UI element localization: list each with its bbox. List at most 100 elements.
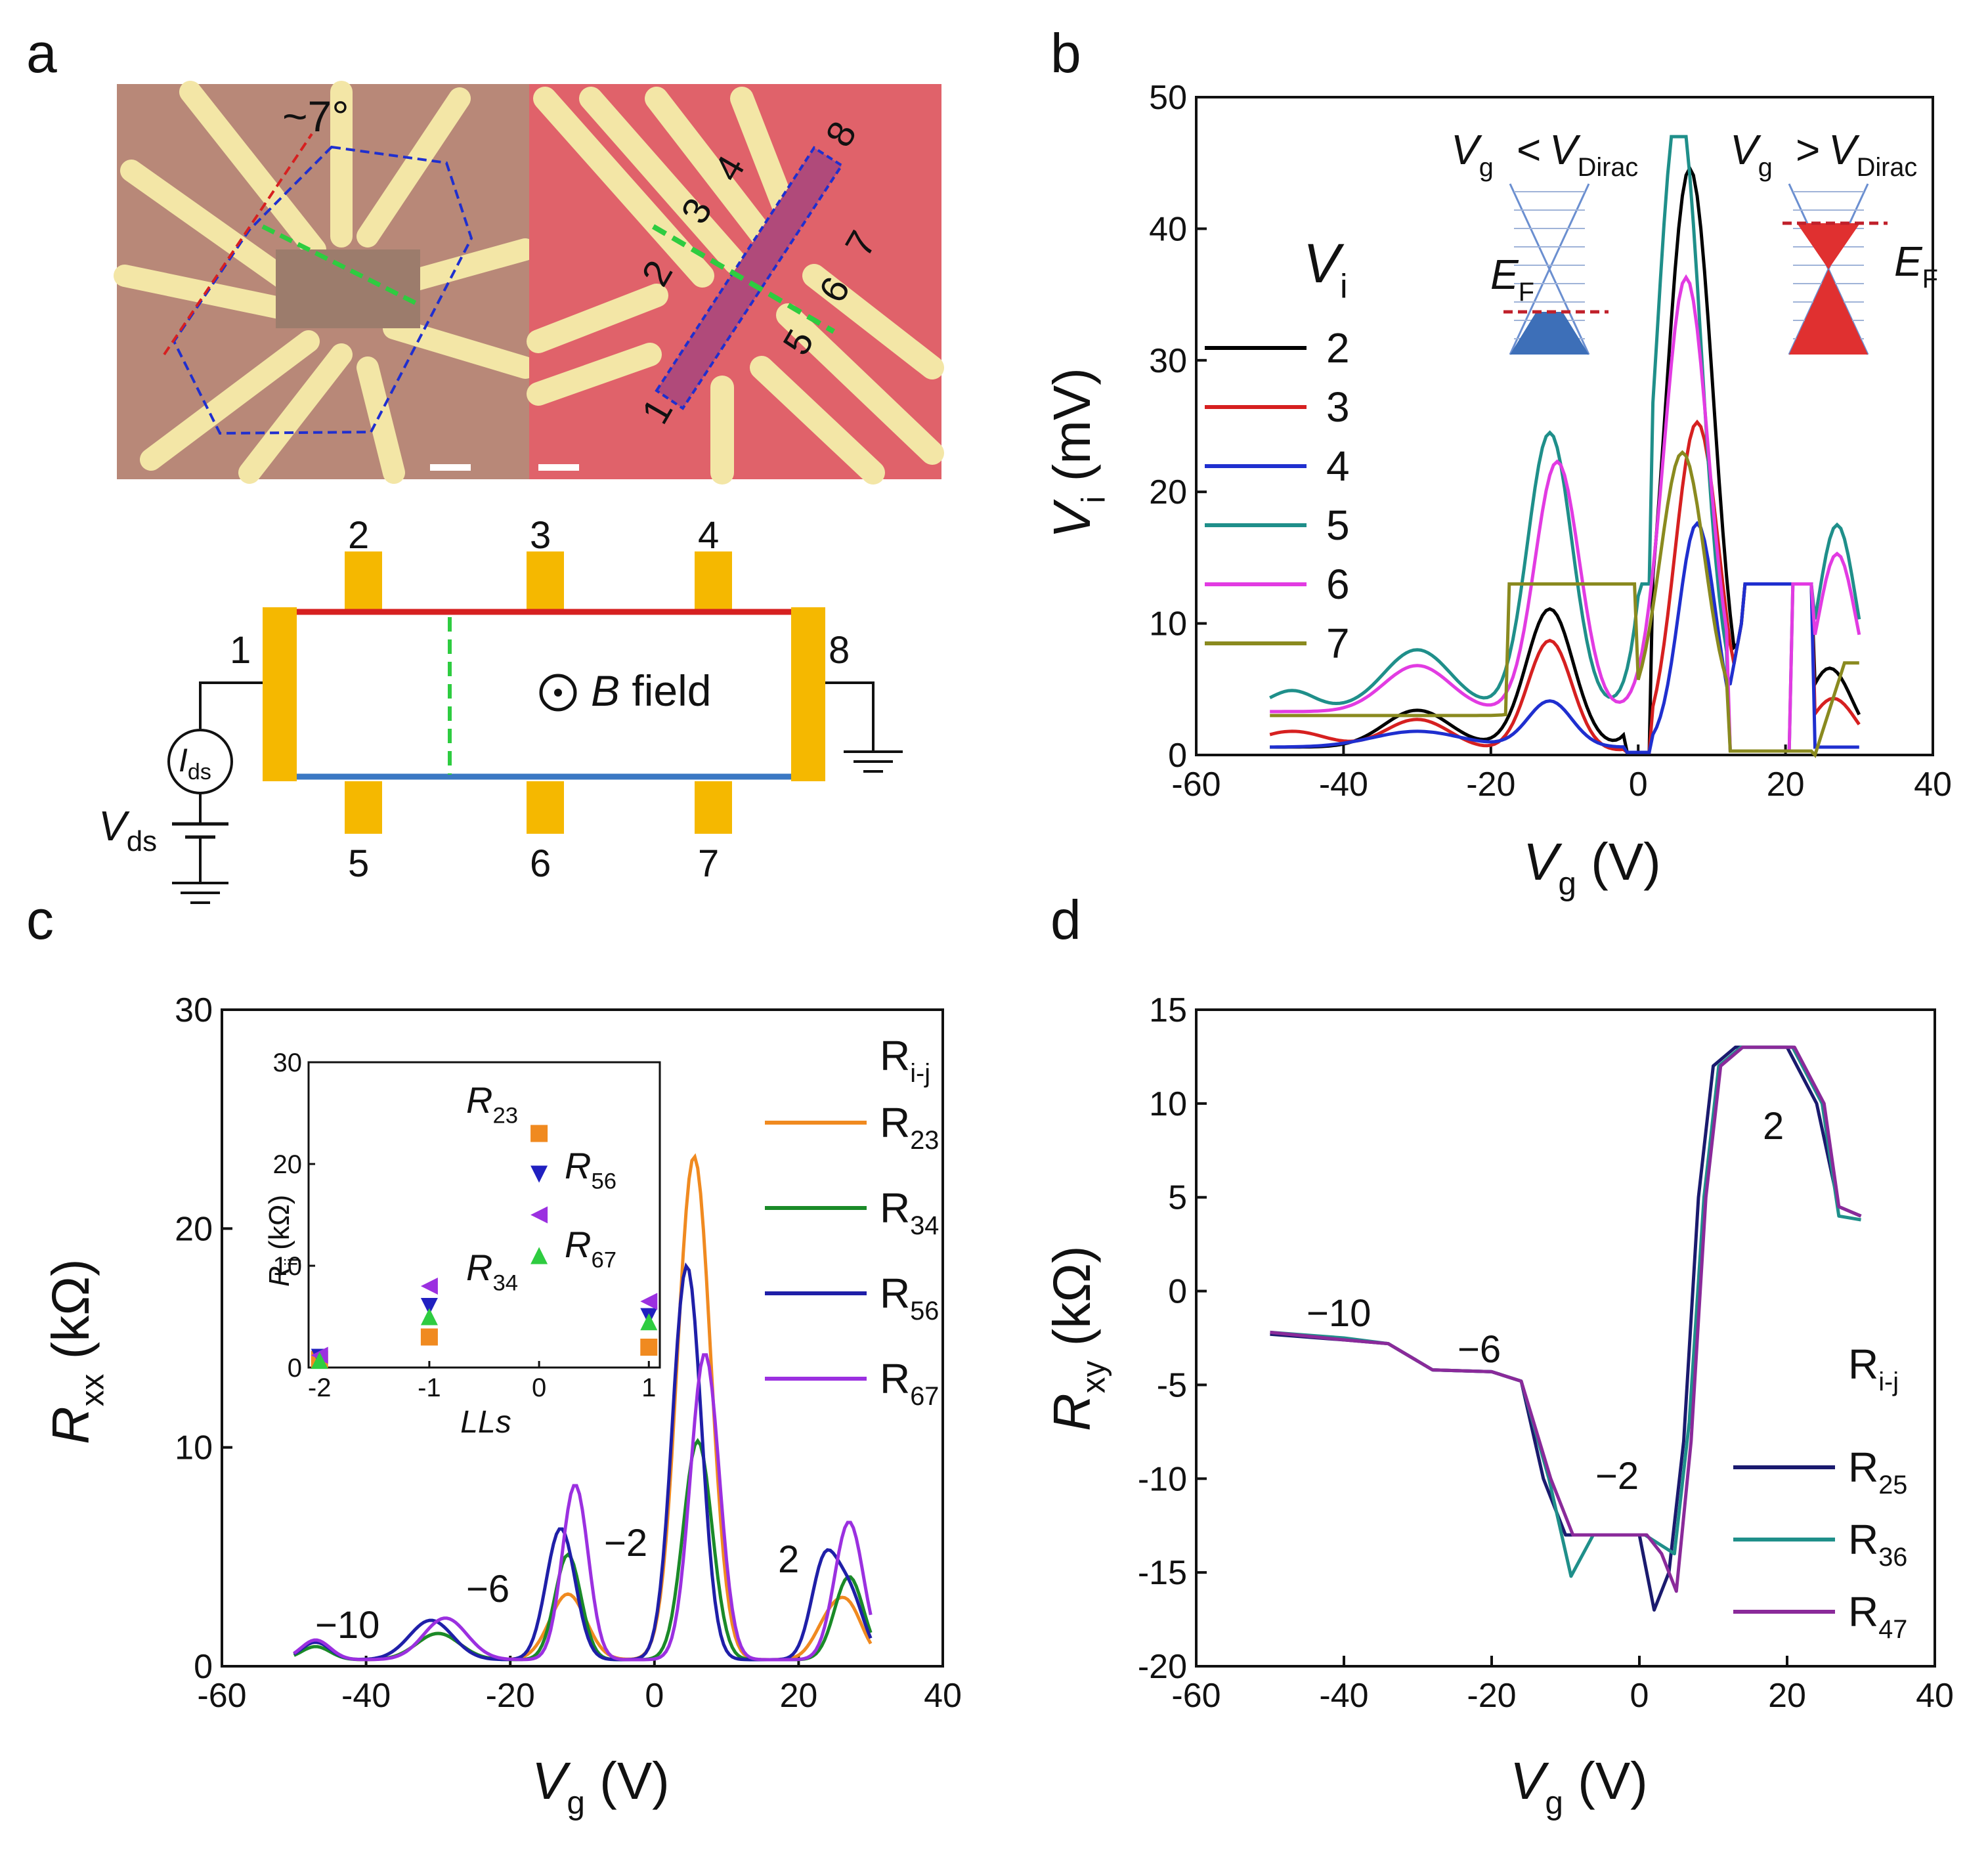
current-label: Ids <box>179 742 211 785</box>
ground-icon <box>172 882 228 904</box>
b-field-icon <box>539 674 577 712</box>
contact-1 <box>263 607 297 781</box>
contact-3 <box>527 551 564 611</box>
y-tick-label: -20 <box>1138 1648 1187 1686</box>
inset-x-tick-label: -2 <box>308 1373 332 1402</box>
inset-point-34 <box>640 1313 658 1331</box>
legend-title: Vi <box>1303 232 1348 306</box>
fermi-label-sub: F <box>1922 265 1938 293</box>
x-tick-label: -40 <box>1319 765 1368 804</box>
inset-x-tick-label: -1 <box>418 1373 441 1402</box>
x-tick-label: -20 <box>1467 1677 1516 1715</box>
inset-series-label: R23 <box>466 1079 518 1129</box>
y-axis-label-main: R <box>41 1406 100 1444</box>
panel-b-label: b <box>1050 22 1081 84</box>
x-axis-label: Vg (V) <box>1523 832 1661 901</box>
series-line-7 <box>1270 450 1859 758</box>
inset-series-label-sub: 56 <box>591 1169 616 1194</box>
series-line-67 <box>293 1353 873 1662</box>
contact-label: 8 <box>829 629 850 672</box>
voltage-label: Vds <box>98 802 157 857</box>
legend-label-sub: 23 <box>910 1126 939 1155</box>
inset-dirac-main: V <box>1549 126 1581 173</box>
x-tick-label: 40 <box>1916 1677 1954 1715</box>
y-tick-label: 20 <box>175 1210 213 1248</box>
panel-d-label: d <box>1050 889 1081 951</box>
x-axis-label: Vg (V) <box>532 1752 670 1821</box>
inset-condition-main: V <box>1730 126 1761 173</box>
y-tick-label: 0 <box>1168 737 1187 775</box>
inset-series-label-sub: 34 <box>492 1271 518 1296</box>
legend-label: R23 <box>880 1099 939 1155</box>
inset-dirac: VDirac <box>1549 126 1638 182</box>
filling-factor-label: −10 <box>315 1604 379 1647</box>
legend-label-main: R <box>880 1099 910 1146</box>
inset-frame <box>307 1061 661 1369</box>
legend-label-sub: 56 <box>910 1297 939 1326</box>
legend-label-sub: 47 <box>1878 1615 1907 1644</box>
contact-label: 6 <box>530 842 551 885</box>
y-tick-label: 30 <box>175 991 213 1029</box>
chart-d: -60 -40 -20 0 20 40 -20 -15 -10 -5 0 5 10 15 Vg (V) Rxy… <box>1043 991 1954 1821</box>
x-tick-label: 40 <box>1914 765 1952 804</box>
legend-label-sub: 25 <box>1878 1471 1907 1499</box>
y-tick-label: 10 <box>1149 605 1187 643</box>
plot-frame <box>1195 1008 1936 1668</box>
plot-frame <box>1195 96 1934 756</box>
legend-label-main: R <box>880 1184 910 1232</box>
x-axis-label-unit: (V) <box>1576 832 1661 891</box>
inset-y-tick-label: 10 <box>273 1252 303 1281</box>
contact-label: 3 <box>530 514 551 557</box>
inset-y-label-unit: (kΩ) <box>263 1195 295 1258</box>
legend-title: Ri-j <box>880 1032 930 1088</box>
contact-label: 4 <box>698 514 719 557</box>
inset-y-label: Rij (kΩ) <box>263 1195 301 1287</box>
filling-factor-label: −6 <box>466 1568 509 1610</box>
contact-label: 7 <box>698 842 719 885</box>
legend-label: R34 <box>880 1184 939 1240</box>
y-axis-label-unit: (mV) <box>1043 368 1101 496</box>
y-axis-label-unit: (kΩ) <box>1043 1245 1101 1360</box>
x-axis-label-main: V <box>1523 832 1563 891</box>
fermi-label: EF <box>1894 238 1938 293</box>
inset-point-67 <box>420 1278 438 1295</box>
y-tick-label: 50 <box>1149 79 1187 117</box>
filling-factor-label: −6 <box>1458 1328 1501 1371</box>
legend-label: R67 <box>880 1355 939 1411</box>
contact-5 <box>345 781 382 834</box>
legend-label-main: R <box>1848 1588 1878 1635</box>
inset-point-23 <box>420 1328 438 1346</box>
legend-label: 6 <box>1326 561 1350 608</box>
legend-label: R56 <box>880 1270 939 1326</box>
x-axis-label-sub: g <box>567 1784 585 1821</box>
inset-operator: < <box>1517 126 1541 173</box>
y-tick-label: -5 <box>1157 1366 1187 1404</box>
contact-2 <box>345 551 382 611</box>
legend-title-main: R <box>880 1032 910 1079</box>
x-axis-label-main: V <box>1510 1752 1549 1810</box>
panel-a-label: a <box>26 22 57 84</box>
legend-label: R25 <box>1848 1444 1907 1499</box>
x-axis-label-sub: g <box>1558 865 1576 901</box>
inset-y-tick-label: 20 <box>273 1150 303 1179</box>
x-tick-label: 0 <box>1629 765 1648 804</box>
x-axis-label: Vg (V) <box>1510 1752 1648 1821</box>
y-axis-label-sub: xx <box>74 1373 110 1406</box>
legend-label: 4 <box>1326 442 1350 490</box>
inset-operator: > <box>1796 126 1820 173</box>
y-tick-label: 15 <box>1149 991 1187 1029</box>
inset-point-67 <box>530 1206 548 1224</box>
inset-series-label-main: R <box>466 1247 492 1288</box>
y-tick-label: 5 <box>1168 1179 1187 1217</box>
legend-label: 2 <box>1326 324 1350 372</box>
micrograph-left <box>114 81 536 484</box>
x-tick-label: -40 <box>1319 1677 1368 1715</box>
panel-c-label: c <box>26 889 54 951</box>
inset-series-label: R56 <box>565 1145 616 1194</box>
contact-label: 2 <box>348 514 369 557</box>
inset-dirac-sub: Dirac <box>1857 153 1918 182</box>
inset-point-56 <box>420 1298 438 1315</box>
inset-series-label-main: R <box>565 1145 591 1186</box>
filled-states <box>1789 269 1868 355</box>
legend-label-sub: 36 <box>1878 1543 1907 1572</box>
